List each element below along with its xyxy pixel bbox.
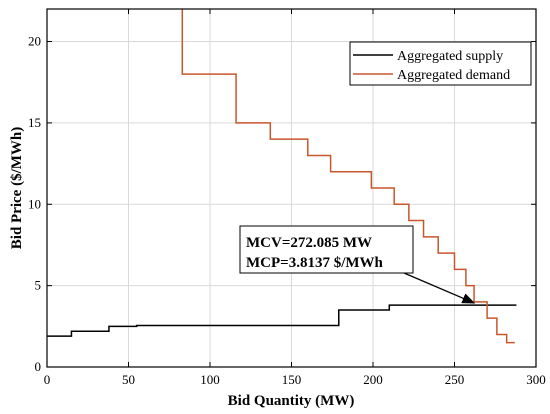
annotation-mcv: MCV=272.085 MW xyxy=(246,235,372,251)
x-tick-label: 100 xyxy=(200,372,220,387)
x-tick-label: 0 xyxy=(44,372,51,387)
legend-label-supply: Aggregated supply xyxy=(397,49,503,64)
y-axis-label: Bid Price ($/MWh) xyxy=(9,127,25,249)
legend-box xyxy=(349,41,532,86)
aggregated-supply-line xyxy=(47,304,517,337)
x-tick-label: 250 xyxy=(445,372,465,387)
y-tick-label: 10 xyxy=(28,196,41,211)
annotation-arrow xyxy=(403,272,476,304)
legend: Aggregated supply Aggregated demand xyxy=(349,41,532,86)
annotation-mcp: MCP=3.8137 $/MWh xyxy=(246,255,384,271)
y-tick-label: 15 xyxy=(28,115,41,130)
y-tick-label: 20 xyxy=(28,34,41,49)
x-tick-label: 300 xyxy=(526,372,546,387)
market-clearing-annotation: MCV=272.085 MW MCP=3.8137 $/MWh xyxy=(239,225,476,304)
tick-layer: 0 50 100 150 200 250 300 0 5 10 15 20 xyxy=(28,9,546,387)
x-tick-label: 150 xyxy=(282,372,302,387)
series-layer xyxy=(47,9,517,344)
legend-label-demand: Aggregated demand xyxy=(397,68,510,83)
annotation-box xyxy=(239,225,414,274)
aggregated-demand-line xyxy=(181,9,515,344)
x-tick-label: 200 xyxy=(363,372,383,387)
x-axis-label: Bid Quantity (MW) xyxy=(228,393,355,409)
x-tick-label: 50 xyxy=(122,372,135,387)
y-tick-label: 5 xyxy=(35,278,42,293)
y-tick-label: 0 xyxy=(35,359,42,374)
